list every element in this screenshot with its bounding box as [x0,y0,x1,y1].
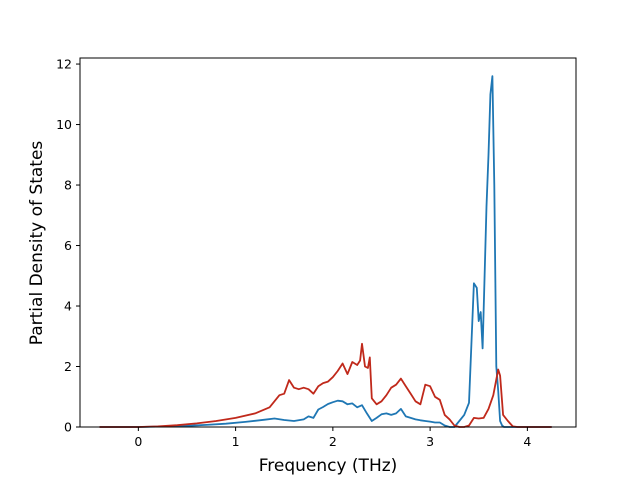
x-axis-label: Frequency (THz) [259,456,398,476]
y-tick-label: 8 [64,178,72,193]
x-tick-label: 1 [232,434,240,449]
y-tick-label: 4 [64,299,72,314]
x-tick-label: 0 [134,434,142,449]
y-axis: 0 2 4 6 8 10 12 [56,57,80,435]
x-tick-label: 3 [426,434,434,449]
x-tick-label: 4 [523,434,531,449]
plot-area [99,75,552,428]
y-axis-label: Partial Density of States [27,141,47,346]
y-tick-label: 0 [64,420,72,435]
y-tick-label: 2 [64,359,72,374]
series-line-0 [99,75,552,428]
y-tick-label: 6 [64,238,72,253]
series-line-1 [99,342,552,428]
y-tick-label: 12 [56,57,72,72]
x-axis: 0 1 2 3 4 [134,427,531,449]
plot-frame [79,57,577,428]
x-tick-label: 2 [329,434,337,449]
y-tick-label: 10 [56,117,72,132]
